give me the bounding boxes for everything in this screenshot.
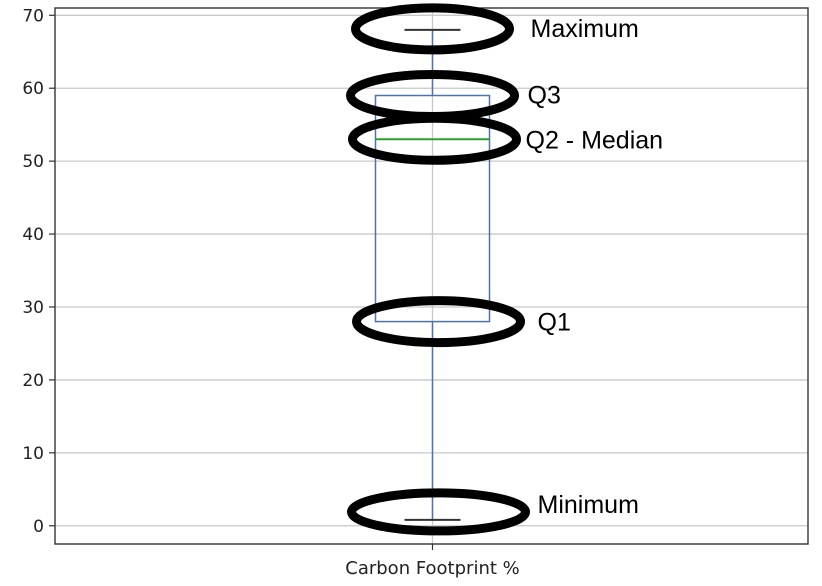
y-tick-label: 40 <box>22 225 44 245</box>
y-tick-label: 30 <box>22 298 44 318</box>
max-annotation-label: Maximum <box>531 15 639 43</box>
y-tick-label: 70 <box>22 6 44 26</box>
y-tick-label: 60 <box>22 79 44 99</box>
y-tick-label: 10 <box>22 444 44 464</box>
min-annotation-ring <box>347 488 530 536</box>
iqr-box <box>374 94 491 323</box>
y-tick-label: 50 <box>22 152 44 172</box>
y-tick-label: 0 <box>33 517 44 537</box>
max-annotation-ring <box>351 3 514 55</box>
box-layer <box>374 28 491 521</box>
y-tick-label: 20 <box>22 371 44 391</box>
q1-annotation-ring <box>352 296 525 348</box>
q3-annotation-label: Q3 <box>528 82 561 110</box>
grid-layer <box>55 8 808 544</box>
annotation-layer: Maximum Q3 Q2 - Median Q1 Minimum <box>346 3 664 536</box>
axis-layer: 0 10 20 30 40 50 60 70 Carbon Footprint % <box>22 6 809 579</box>
min-annotation-label: Minimum <box>538 491 639 519</box>
median-annotation-ring <box>348 113 521 165</box>
x-category-label: Carbon Footprint % <box>345 558 519 579</box>
median-annotation-label: Q2 - Median <box>526 126 664 154</box>
q1-annotation-label: Q1 <box>538 309 571 337</box>
